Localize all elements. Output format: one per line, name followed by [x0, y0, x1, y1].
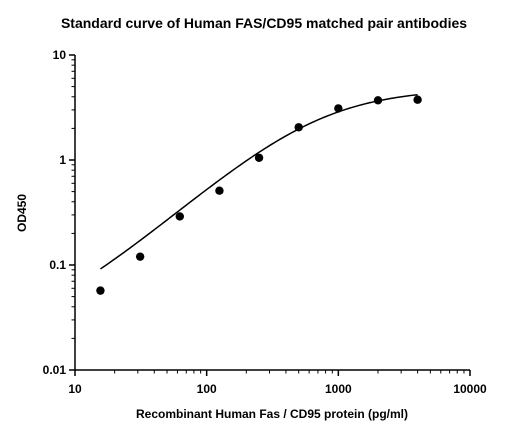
- x-tick-label: 10000: [453, 382, 487, 396]
- x-tick-label: 1000: [325, 382, 352, 396]
- data-point: [413, 95, 422, 104]
- y-tick-label: 10: [53, 48, 67, 62]
- y-tick-label: 0.01: [43, 363, 67, 377]
- y-axis-label: OD450: [15, 194, 29, 232]
- data-point: [135, 252, 145, 261]
- y-tick-label: 1: [59, 153, 66, 167]
- data-point: [294, 123, 303, 132]
- x-tick-label: 10: [68, 382, 82, 396]
- data-point: [254, 153, 264, 162]
- chart-title: Standard curve of Human FAS/CD95 matched…: [61, 15, 467, 31]
- fit-curve: [100, 93, 418, 270]
- data-point: [373, 96, 383, 105]
- x-axis-label: Recombinant Human Fas / CD95 protein (pg…: [136, 407, 408, 421]
- data-point: [334, 104, 343, 113]
- data-point: [215, 186, 224, 195]
- data-points: [96, 95, 422, 295]
- axes: 10 100 1000 10000 0.01 0.1 1 10: [43, 48, 487, 396]
- x-tick-label: 100: [197, 382, 217, 396]
- data-point: [175, 212, 184, 221]
- y-tick-label: 0.1: [49, 258, 66, 272]
- data-point: [96, 286, 105, 295]
